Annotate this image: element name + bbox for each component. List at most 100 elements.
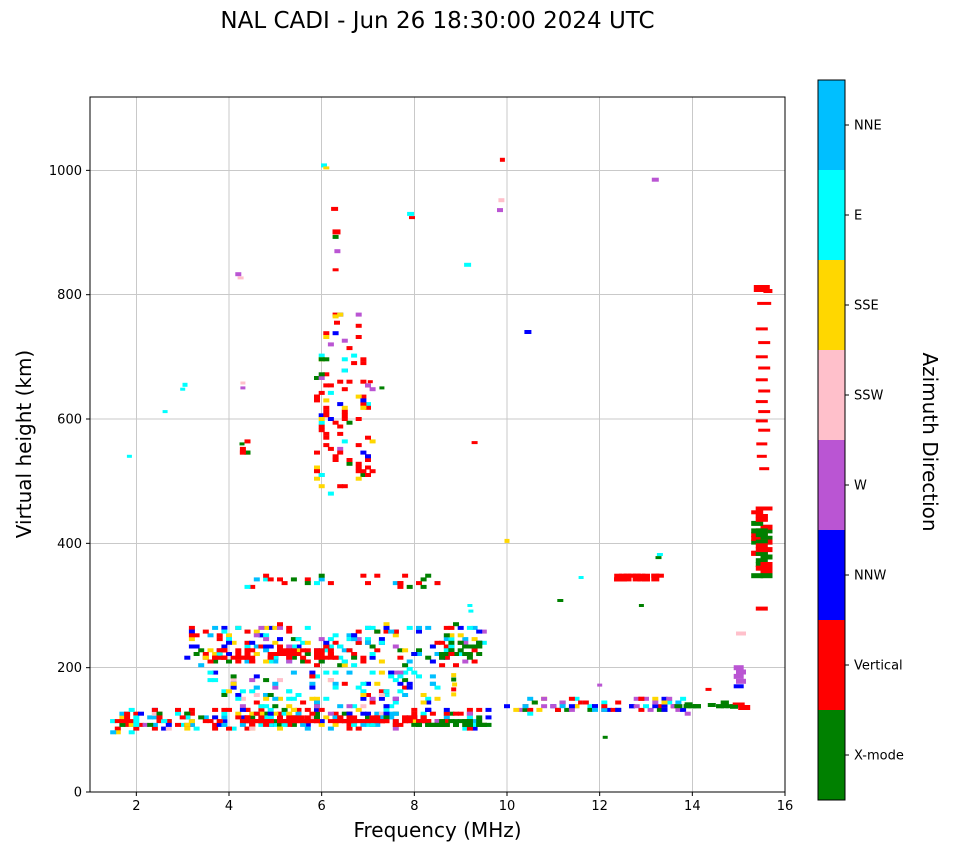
data-point-NNW	[485, 715, 492, 720]
data-point-E	[235, 696, 242, 701]
data-point-Vertical	[471, 441, 478, 445]
data-point-Vertical	[346, 715, 353, 720]
colorbar-tick-label: NNW	[854, 569, 886, 584]
data-point-NNE	[221, 715, 228, 720]
data-point-SSE	[452, 682, 458, 687]
colorbar-segment-Vertical	[818, 620, 845, 711]
data-point-Vertical	[114, 726, 121, 731]
data-point-E	[378, 640, 385, 645]
data-point-E	[466, 625, 473, 630]
data-point-E	[239, 689, 246, 694]
data-point-X-mode	[263, 678, 270, 683]
data-point-SSE	[318, 484, 325, 489]
data-point-SSE	[355, 394, 362, 399]
data-point-X-mode	[485, 722, 492, 727]
data-point-Vertical	[337, 424, 344, 429]
data-point-Vertical	[226, 707, 232, 712]
data-point-X-mode	[374, 629, 381, 634]
data-point-NNE	[559, 704, 566, 709]
data-point-NNE	[675, 700, 682, 705]
data-point-Vertical	[281, 648, 288, 653]
data-point-Vertical	[300, 655, 307, 660]
data-point-NNE	[434, 652, 441, 656]
data-point-X-mode	[471, 644, 478, 649]
data-point-SSW	[230, 678, 237, 683]
data-point-Vertical	[249, 659, 256, 664]
data-point-X-mode	[425, 573, 432, 578]
data-point-Vertical	[365, 473, 371, 477]
data-point-Vertical	[138, 722, 144, 727]
data-point-NNW	[661, 696, 668, 701]
data-point-E	[341, 439, 348, 444]
data-point-X-mode	[453, 622, 459, 627]
data-point-X-mode	[156, 711, 163, 716]
data-point-SSE	[230, 640, 237, 645]
data-point-W	[397, 670, 404, 675]
data-point-X-mode	[272, 719, 279, 724]
data-point-Vertical	[755, 327, 768, 331]
data-point-X-mode	[439, 655, 446, 660]
data-point-Vertical	[304, 707, 311, 712]
data-point-Vertical	[555, 707, 561, 712]
data-point-SSE	[355, 476, 362, 481]
data-point-W	[286, 659, 293, 664]
data-point-E	[411, 670, 418, 675]
data-point-E	[235, 625, 242, 630]
data-point-Vertical	[753, 285, 770, 292]
data-point-X-mode	[448, 640, 455, 645]
data-point-X-mode	[221, 693, 228, 697]
data-point-NNW	[226, 652, 232, 656]
data-point-X-mode	[457, 640, 464, 645]
data-point-X-mode	[755, 550, 768, 556]
x-axis-label: Frequency (MHz)	[353, 818, 522, 842]
data-point-Vertical	[290, 648, 297, 653]
data-point-Vertical	[337, 450, 344, 455]
data-point-Vertical	[327, 652, 334, 656]
data-point-Vertical	[119, 719, 126, 724]
data-point-Vertical	[286, 625, 293, 630]
data-point-Vertical	[346, 379, 353, 384]
data-point-X-mode	[466, 722, 473, 727]
data-point-Vertical	[355, 323, 362, 328]
data-point-Vertical	[705, 687, 712, 691]
data-point-SSW	[239, 696, 246, 701]
data-point-X-mode	[239, 442, 245, 446]
data-point-Vertical	[755, 419, 768, 423]
data-point-X-mode	[453, 652, 459, 656]
data-point-X-mode	[462, 722, 469, 727]
data-point-SSE	[652, 696, 659, 701]
data-point-Vertical	[314, 394, 320, 399]
data-point-NNW	[337, 402, 344, 407]
data-point-Vertical	[277, 648, 283, 653]
data-point-NNE	[332, 715, 339, 720]
data-point-X-mode	[198, 715, 205, 720]
data-point-SSE	[277, 696, 283, 701]
data-point-X-mode	[351, 655, 358, 660]
data-point-Vertical	[300, 719, 307, 724]
data-point-X-mode	[476, 640, 483, 645]
data-point-Vertical	[397, 655, 404, 660]
data-point-NNW	[605, 707, 612, 712]
data-point-Vertical	[360, 357, 367, 362]
data-point-SSE	[332, 314, 339, 319]
data-point-NNE	[332, 681, 339, 686]
data-point-Vertical	[365, 435, 371, 440]
data-point-W	[670, 704, 677, 709]
data-point-Vertical	[346, 648, 353, 653]
data-point-E	[267, 707, 274, 712]
data-point-Vertical	[471, 648, 478, 653]
data-point-Vertical	[341, 387, 348, 392]
data-point-X-mode	[147, 722, 154, 727]
data-point-NNW	[429, 644, 436, 649]
data-point-SSE	[114, 730, 121, 735]
data-point-NNW	[592, 704, 598, 709]
data-point-NNW	[383, 711, 390, 716]
data-point-SSE	[369, 439, 376, 444]
data-point-NNW	[216, 722, 223, 727]
data-point-NNW	[629, 704, 636, 709]
data-point-Vertical	[124, 711, 131, 716]
data-point-E	[346, 637, 353, 642]
data-point-E	[587, 704, 594, 709]
data-point-Vertical	[249, 648, 256, 653]
data-point-Vertical	[346, 346, 353, 351]
